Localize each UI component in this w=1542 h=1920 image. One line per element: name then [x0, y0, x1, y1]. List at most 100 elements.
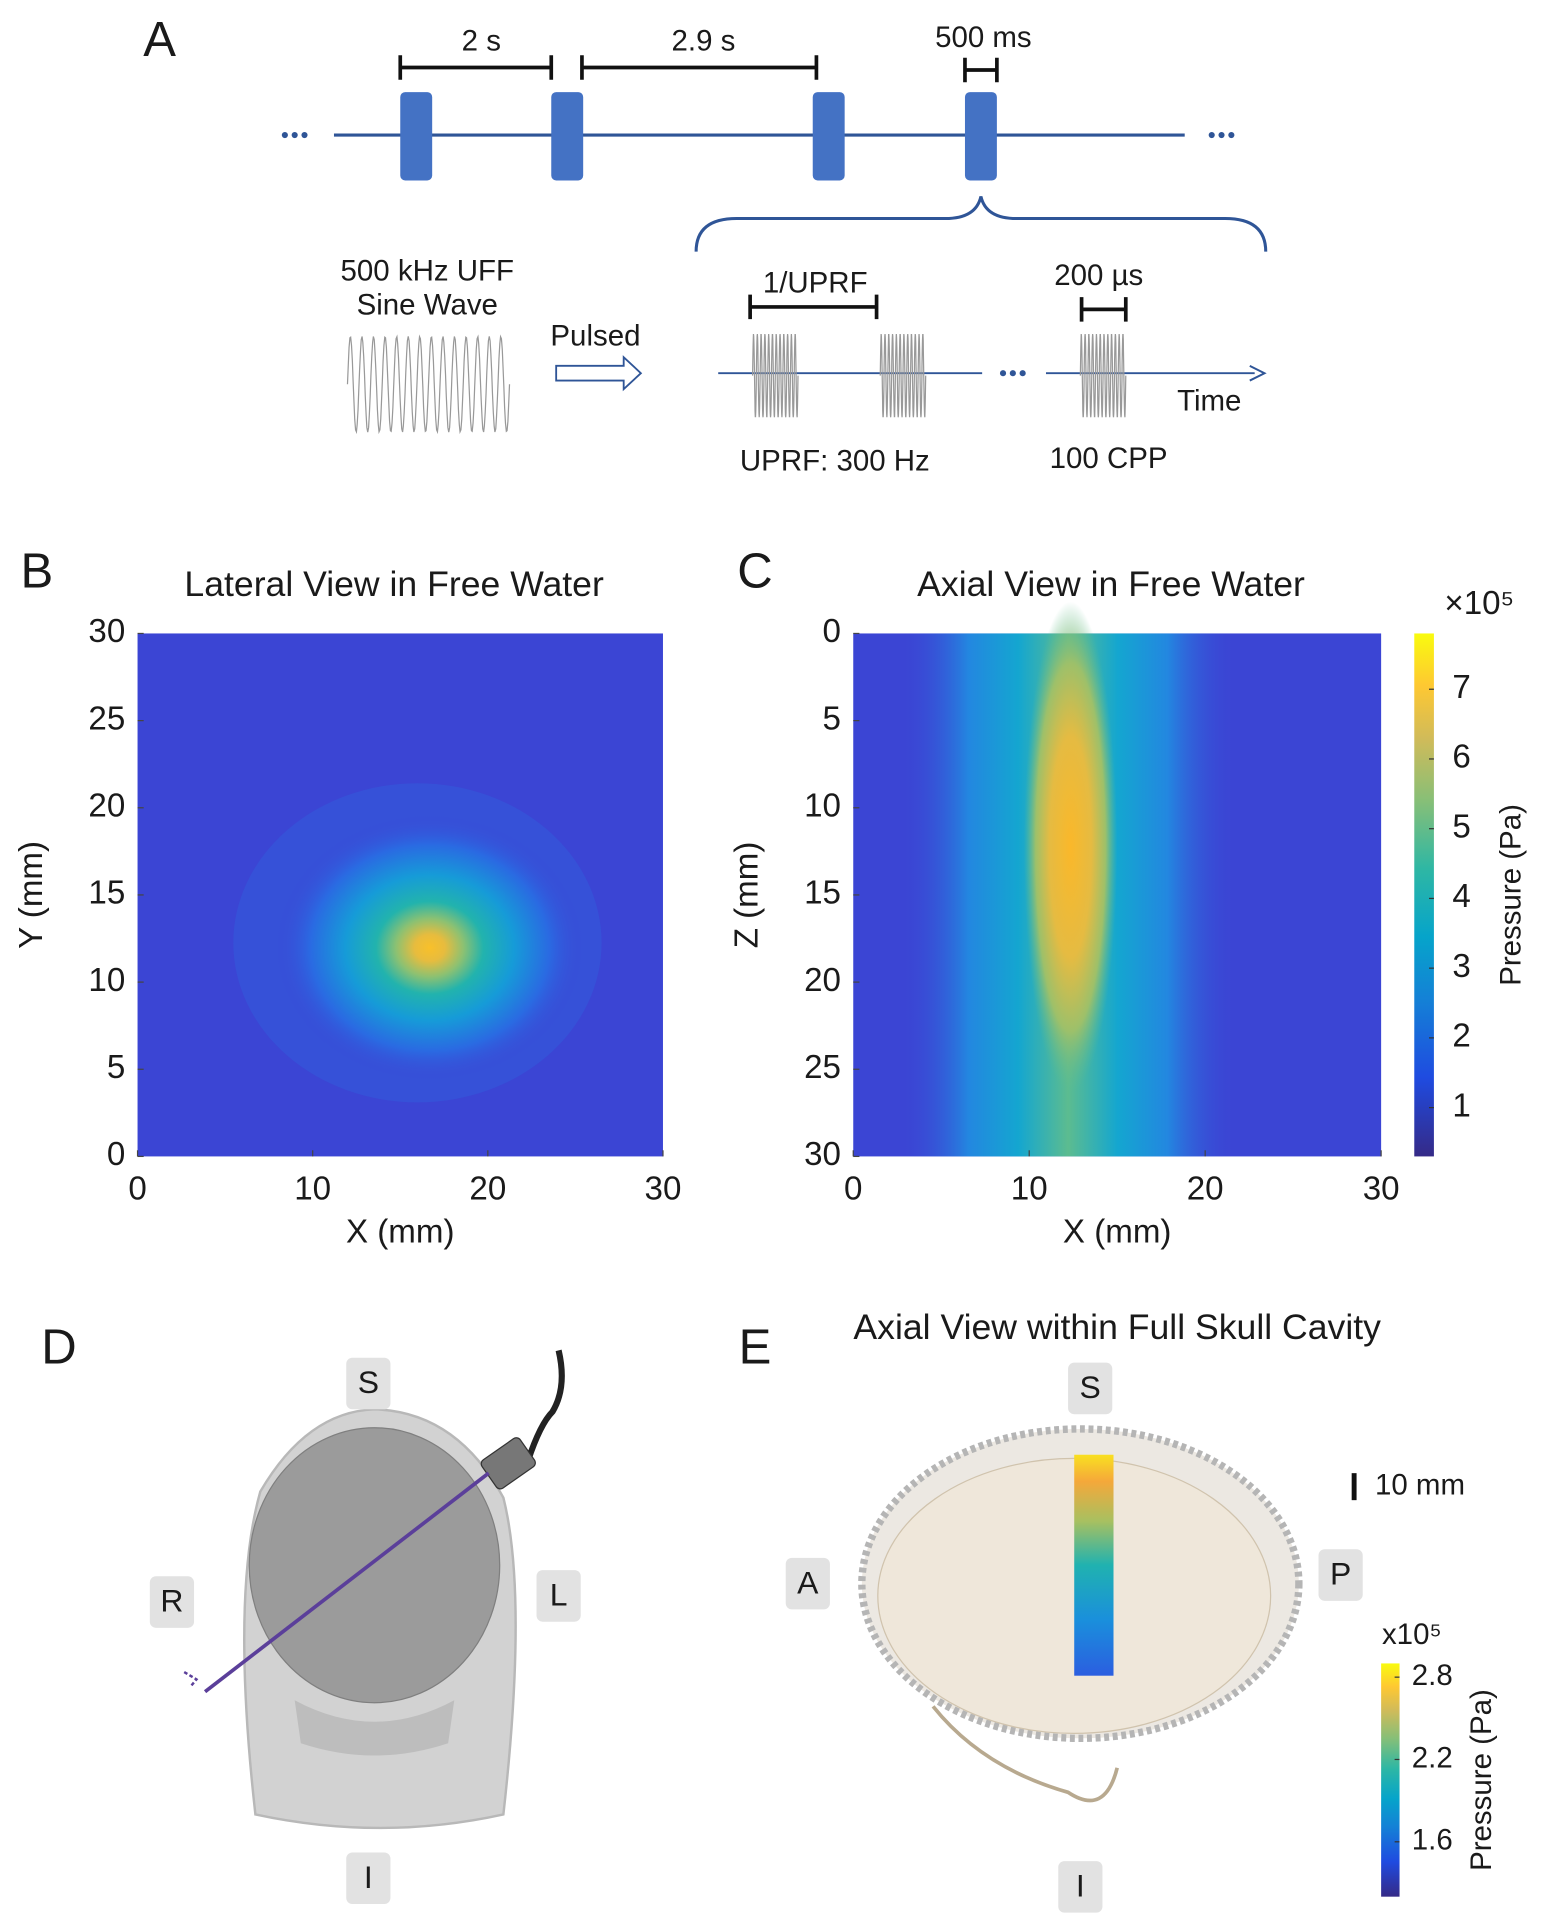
chart-title: Axial View within Full Skull Cavity	[853, 1307, 1381, 1347]
y-tick-label: 0	[823, 613, 841, 650]
colorbar	[1381, 1663, 1400, 1897]
cycles-label: 100 CPP	[1050, 442, 1168, 475]
orientation-box	[536, 1570, 581, 1622]
x-tick-label: 30	[645, 1171, 682, 1208]
colorbar	[1414, 633, 1434, 1157]
orientation-box	[346, 1357, 391, 1410]
skull-base	[931, 1705, 1119, 1803]
transducer	[480, 1437, 536, 1490]
y-tick-label: 20	[88, 788, 125, 825]
panel-label: C	[737, 544, 772, 598]
orientation-label: S	[358, 1364, 379, 1400]
chart-title: Axial View in Free Water	[917, 564, 1305, 604]
colorbar-multiplier: ×10⁵	[1444, 585, 1514, 622]
colorbar-tick-label: 1	[1452, 1087, 1470, 1124]
colorbar-tick-label: 2	[1452, 1018, 1470, 1055]
y-tick-label: 10	[804, 788, 841, 825]
waveform	[751, 333, 799, 418]
bracket	[748, 294, 879, 320]
y-tick-label: 20	[804, 962, 841, 999]
beam	[1074, 1454, 1114, 1676]
pulse	[551, 92, 584, 181]
orientation-label: P	[1330, 1556, 1351, 1592]
waveform-label: Sine Wave	[357, 289, 498, 322]
orientation-label: R	[160, 1583, 183, 1619]
cable	[525, 1349, 565, 1462]
brain	[248, 1427, 501, 1704]
face	[294, 1700, 455, 1756]
orientation-box	[1318, 1549, 1363, 1601]
uprf-label: UPRF: 300 Hz	[740, 445, 930, 478]
y-tick-label: 25	[88, 700, 125, 737]
focal-spot	[276, 815, 584, 1081]
orientation-label: S	[1080, 1369, 1101, 1405]
y-tick-label: 25	[804, 1049, 841, 1086]
colorbar-tick-label: 2.2	[1412, 1741, 1453, 1774]
beam-axis	[203, 1471, 490, 1694]
dot	[1218, 131, 1225, 139]
skull-model	[858, 1425, 1400, 1897]
beam-tip	[183, 1670, 199, 1688]
bracket	[398, 55, 554, 80]
x-tick-label: 20	[469, 1171, 506, 1208]
arrow-label: Pulsed	[550, 319, 640, 352]
chart-title: Lateral View in Free Water	[184, 564, 604, 604]
burst-duration: 200 µs	[1054, 259, 1143, 292]
scale-bar-label: 10 mm	[1375, 1468, 1465, 1501]
dot	[999, 370, 1007, 377]
orientation-box	[1058, 1861, 1103, 1913]
panel-label: B	[21, 544, 54, 598]
burst-period: 1/UPRF	[763, 267, 868, 300]
bracket	[1079, 297, 1128, 322]
interval-label: 2.9 s	[672, 25, 736, 58]
pulsed-arrow	[555, 355, 643, 392]
brackets	[398, 55, 1128, 322]
orientation-box	[785, 1557, 830, 1610]
y-tick-label: 5	[107, 1049, 125, 1086]
pulses	[400, 92, 997, 181]
y-tick-label: 30	[804, 1136, 841, 1173]
x-tick-label: 0	[844, 1171, 862, 1208]
bracket	[963, 57, 999, 83]
x-tick-label: 10	[1011, 1171, 1048, 1208]
orientation-box	[149, 1576, 195, 1628]
colorbar-tick-label: 1.6	[1412, 1824, 1453, 1857]
orientation-box	[346, 1852, 391, 1905]
y-tick-label: 5	[823, 700, 841, 737]
waveform	[346, 334, 511, 435]
dot	[291, 131, 298, 139]
orientation-label: A	[797, 1564, 819, 1600]
x-tick-label: 0	[128, 1171, 146, 1208]
interval-label: 500 ms	[935, 21, 1032, 54]
orientation-box	[1068, 1362, 1113, 1415]
interval-label: 2 s	[462, 25, 501, 58]
dot	[281, 131, 288, 139]
waveform	[879, 333, 927, 418]
pulse	[812, 92, 845, 181]
arrow-head	[1249, 364, 1267, 382]
pulse	[400, 92, 433, 181]
dot	[1009, 370, 1016, 377]
dot	[1208, 131, 1215, 139]
colorbar-tick-label: 2.8	[1412, 1659, 1453, 1692]
colorbar-tick-label: 4	[1452, 878, 1470, 915]
colorbar-label: Pressure (Pa)	[1494, 804, 1527, 986]
pulse	[964, 92, 997, 181]
dot	[301, 131, 308, 139]
orientation-label: I	[1076, 1868, 1085, 1904]
waveform-label: 500 kHz UFF	[341, 254, 514, 287]
colorbar-tick-label: 7	[1452, 669, 1470, 706]
panel-label: A	[143, 13, 176, 67]
heatmap-b-field	[137, 633, 663, 1157]
colorbar-label: Pressure (Pa)	[1465, 1689, 1498, 1871]
y-axis-label: Z (mm)	[729, 842, 766, 949]
heatmap-c-field	[853, 601, 1434, 1157]
x-tick-label: 10	[294, 1171, 331, 1208]
x-tick-label: 20	[1187, 1171, 1224, 1208]
dot	[1019, 370, 1026, 377]
x-axis-label: X (mm)	[346, 1214, 455, 1251]
y-tick-label: 15	[88, 875, 125, 912]
waveform	[1079, 333, 1127, 418]
bracket	[580, 55, 819, 80]
